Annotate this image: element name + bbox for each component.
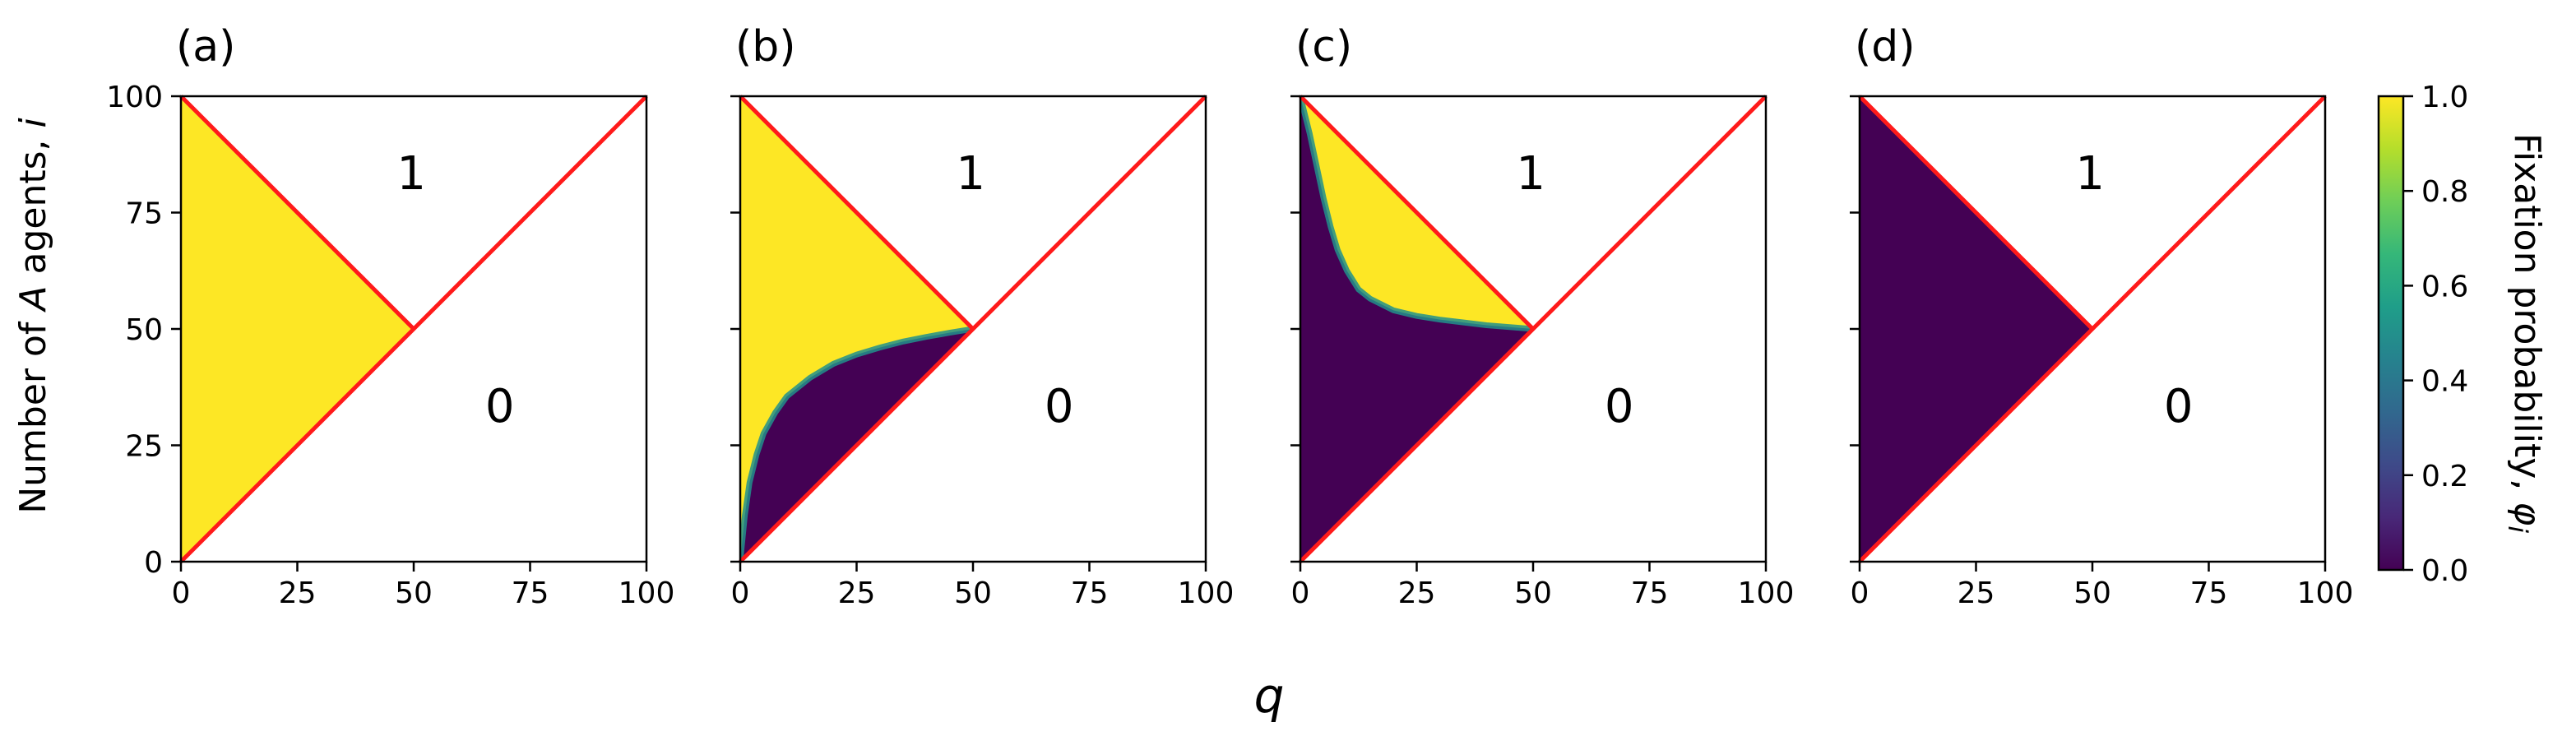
colorbar-tick-label: 0.6 [2421, 270, 2468, 303]
boundary-line-upper [1299, 95, 1535, 331]
x-tick-label: 100 [1178, 576, 1235, 610]
x-axis-label: q [1254, 668, 1285, 724]
panel-label: (a) [176, 22, 235, 72]
panel-label: (c) [1295, 22, 1352, 72]
x-tick-label: 75 [1631, 576, 1669, 610]
colorbar-label: Fixation probability, φi [2502, 133, 2548, 533]
region-label-zero: 0 [1045, 380, 1074, 433]
y-axis-label: Number of A agents, i [12, 118, 54, 514]
x-tick-label: 75 [512, 576, 549, 610]
x-tick-label: 25 [279, 576, 317, 610]
panel-label: (d) [1855, 22, 1916, 72]
y-tick-label: 75 [125, 197, 163, 231]
colorbar: 0.0 0.2 0.4 0.6 0.8 1.0 Fixation probability, … [2377, 81, 2548, 588]
boundary-line-upper [739, 95, 975, 331]
x-tick-label: 25 [838, 576, 876, 610]
panel-label: (b) [735, 22, 796, 72]
panel-d: 0 25 50 75 100 1 0 (d) [1850, 22, 2353, 610]
x-tick-label: 100 [1738, 576, 1795, 610]
x-tick-label: 50 [954, 576, 992, 610]
x-tick-label: 0 [1851, 576, 1869, 610]
x-tick-label: 100 [2297, 576, 2354, 610]
colorbar-tick-label: 0.4 [2421, 365, 2468, 399]
x-tick-label: 50 [2073, 576, 2111, 610]
boundary-line-upper [1858, 95, 2094, 331]
boundary-line-diagonal [179, 95, 648, 563]
x-tick-label: 50 [395, 576, 433, 610]
y-tick-label: 100 [106, 81, 163, 114]
region-label-one: 1 [1516, 147, 1545, 201]
region-label-one: 1 [396, 147, 426, 201]
heatmap-region [1860, 96, 2092, 562]
x-tick-label: 25 [1957, 576, 1995, 610]
x-tick-label: 0 [1291, 576, 1310, 610]
y-tick-label: 50 [125, 313, 163, 347]
boundary-line-diagonal [739, 95, 1207, 563]
boundary-line-diagonal [1858, 95, 2327, 563]
panel-b: 0 25 50 75 100 1 0 (b) [730, 22, 1234, 610]
colorbar-tick-label: 0.8 [2421, 175, 2468, 209]
region-label-one: 1 [2075, 147, 2105, 201]
region-label-one: 1 [956, 147, 985, 201]
transition-band [740, 326, 973, 562]
heatmap-region [181, 96, 414, 562]
region-label-zero: 0 [1605, 380, 1634, 433]
colorbar-tick-label: 1.0 [2421, 81, 2468, 114]
x-tick-label: 0 [731, 576, 750, 610]
colorbar-scale [2377, 95, 2405, 572]
boundary-line-diagonal [1299, 95, 1768, 563]
colorbar-tick-label: 0.2 [2421, 460, 2468, 493]
region-label-zero: 0 [2164, 380, 2194, 433]
x-tick-label: 0 [172, 576, 191, 610]
y-tick-label: 0 [144, 546, 163, 580]
x-tick-label: 75 [2190, 576, 2228, 610]
colorbar-tick-label: 0.0 [2421, 554, 2468, 588]
region-label-zero: 0 [485, 380, 515, 433]
x-tick-label: 100 [619, 576, 675, 610]
x-tick-label: 50 [1514, 576, 1552, 610]
x-tick-label: 25 [1398, 576, 1436, 610]
transition-band [1300, 96, 1533, 332]
heatmap-region-one [740, 96, 973, 562]
y-tick-label: 25 [125, 430, 163, 464]
panel-a: 0 25 50 75 100 0 25 50 75 100 1 0 (a) [106, 22, 674, 610]
x-tick-label: 75 [1071, 576, 1109, 610]
boundary-line-upper [179, 95, 415, 331]
panel-c: 0 25 50 75 100 1 0 (c) [1290, 22, 1794, 610]
